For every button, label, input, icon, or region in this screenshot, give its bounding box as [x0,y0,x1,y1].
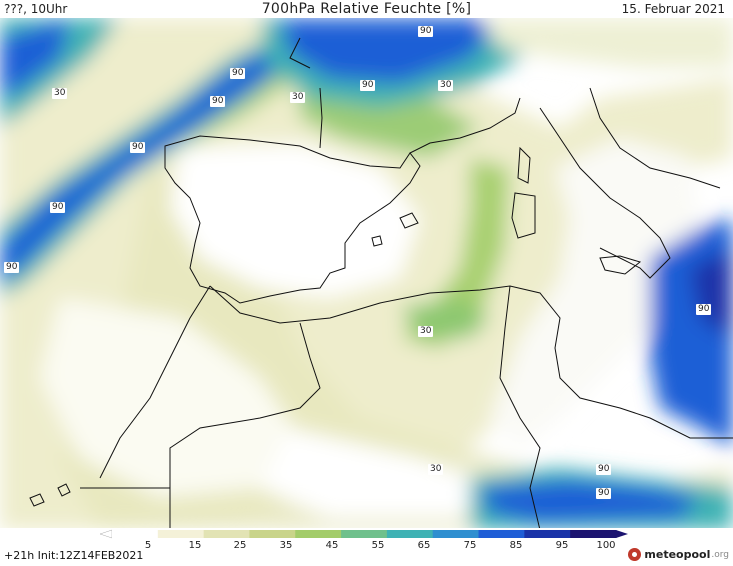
coastlines [29,37,733,530]
legend-tick-label: 25 [233,540,247,551]
legend-tick-label: 35 [279,540,293,551]
contour-label: 30 [290,92,306,103]
map-date: 15. Februar 2021 [621,2,725,16]
contour-label: 90 [596,488,612,499]
humidity-field [0,18,733,530]
brand-suffix: .org [711,549,729,560]
legend-tick-label: 85 [509,540,523,551]
legend-tick-label: 100 [596,540,616,551]
legend-arrow-left [99,529,113,539]
contour-label: 90 [50,202,66,213]
legend-swatch [295,530,342,538]
contour-label: 30 [52,88,68,99]
contour-label: 90 [4,262,20,273]
legend-tick-label: 75 [463,540,477,551]
legend-tick-label: 55 [371,540,385,551]
legend-bar [99,529,628,539]
contour-label: 90 [596,464,612,475]
color-legend [0,528,733,566]
legend-swatch [203,530,250,538]
contour-label: 90 [210,96,226,107]
contour-label: 90 [230,68,246,79]
contour-label: 30 [438,80,454,91]
brand-name: meteopool [644,548,711,561]
legend-arrow-right [616,530,628,538]
contour-label: 30 [428,464,444,475]
map-title: 700hPa Relative Feuchte [%] [261,1,472,17]
legend-tick-label: 45 [325,540,339,551]
legend-swatch [249,530,296,538]
contour-label: 90 [130,142,146,153]
contour-label: 90 [696,304,712,315]
model-run-label: +21h Init:12Z14FEB2021 [4,549,144,562]
legend-tick-label: 95 [555,540,569,551]
legend-swatch [157,530,205,538]
legend-tick-label: 5 [144,540,152,551]
legend-swatch [432,530,480,538]
brand-link[interactable]: meteopool .org [628,548,729,561]
legend-swatch [112,530,159,538]
meteopool-logo-icon [628,548,642,561]
humidity-map: 90 90 90 90 30 90 30 30 90 90 90 30 90 3… [0,18,733,530]
contour-label: 90 [360,80,376,91]
legend-swatch [341,530,388,538]
legend-tick-label: 65 [417,540,431,551]
valid-time-label: ???, 10Uhr [4,2,68,16]
legend-swatch [570,530,617,538]
legend-swatch [524,530,571,538]
map-canvas [0,18,733,530]
legend-swatch [386,530,434,538]
contour-label: 30 [418,326,434,337]
legend-swatch [478,530,525,538]
contour-label: 90 [418,26,434,37]
legend-tick-label: 15 [188,540,202,551]
